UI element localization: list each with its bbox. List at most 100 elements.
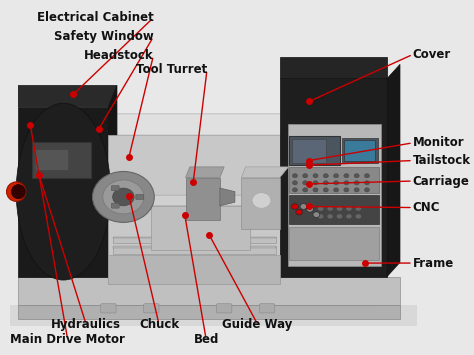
Polygon shape xyxy=(151,195,258,206)
Polygon shape xyxy=(109,86,117,277)
Polygon shape xyxy=(113,236,275,243)
Polygon shape xyxy=(18,86,117,107)
Text: Tool Turret: Tool Turret xyxy=(136,63,207,76)
Text: Cover: Cover xyxy=(413,48,451,61)
Circle shape xyxy=(323,174,328,178)
Circle shape xyxy=(113,188,134,206)
Circle shape xyxy=(292,188,298,192)
Circle shape xyxy=(313,212,320,218)
Circle shape xyxy=(344,181,349,185)
Circle shape xyxy=(354,181,359,185)
Polygon shape xyxy=(289,167,379,193)
Polygon shape xyxy=(289,195,379,224)
Text: Carriage: Carriage xyxy=(413,175,470,187)
Circle shape xyxy=(346,206,352,211)
FancyBboxPatch shape xyxy=(100,304,116,313)
Polygon shape xyxy=(110,190,123,204)
Circle shape xyxy=(334,188,338,192)
Ellipse shape xyxy=(11,185,25,199)
Polygon shape xyxy=(280,78,387,277)
Circle shape xyxy=(292,204,298,209)
Ellipse shape xyxy=(7,182,26,201)
Polygon shape xyxy=(220,188,235,206)
Circle shape xyxy=(313,174,318,178)
Circle shape xyxy=(292,174,298,178)
Circle shape xyxy=(356,214,361,219)
Polygon shape xyxy=(109,135,280,284)
Circle shape xyxy=(302,181,308,185)
Polygon shape xyxy=(35,149,68,170)
Circle shape xyxy=(252,193,271,208)
FancyBboxPatch shape xyxy=(144,304,159,313)
Ellipse shape xyxy=(16,103,110,280)
Polygon shape xyxy=(27,114,387,135)
Polygon shape xyxy=(113,236,275,238)
Circle shape xyxy=(292,181,298,185)
Circle shape xyxy=(344,174,349,178)
Circle shape xyxy=(318,206,324,211)
Circle shape xyxy=(327,206,333,211)
Circle shape xyxy=(318,214,324,219)
Polygon shape xyxy=(344,140,375,160)
Polygon shape xyxy=(113,246,275,247)
Circle shape xyxy=(365,174,370,178)
FancyBboxPatch shape xyxy=(136,195,144,200)
Polygon shape xyxy=(18,107,109,277)
Polygon shape xyxy=(289,125,381,266)
Circle shape xyxy=(307,207,313,212)
Circle shape xyxy=(346,214,352,219)
Circle shape xyxy=(344,188,349,192)
Text: Hydraulics: Hydraulics xyxy=(51,318,121,331)
Polygon shape xyxy=(18,277,400,305)
Polygon shape xyxy=(342,138,378,163)
Circle shape xyxy=(327,214,333,219)
Text: Safety Window: Safety Window xyxy=(54,30,154,43)
Text: Frame: Frame xyxy=(413,257,454,269)
Circle shape xyxy=(103,180,144,214)
Polygon shape xyxy=(387,64,400,277)
Polygon shape xyxy=(113,246,275,253)
FancyBboxPatch shape xyxy=(111,186,119,191)
Polygon shape xyxy=(18,305,400,319)
Circle shape xyxy=(313,181,318,185)
Circle shape xyxy=(354,188,359,192)
Polygon shape xyxy=(241,178,280,229)
Circle shape xyxy=(302,188,308,192)
Polygon shape xyxy=(289,136,340,165)
FancyBboxPatch shape xyxy=(259,304,275,313)
Polygon shape xyxy=(109,255,280,284)
Circle shape xyxy=(356,206,361,211)
Text: Chuck: Chuck xyxy=(139,318,179,331)
Polygon shape xyxy=(27,135,374,305)
Circle shape xyxy=(302,174,308,178)
Circle shape xyxy=(334,174,338,178)
Polygon shape xyxy=(10,305,417,326)
Text: Tailstock: Tailstock xyxy=(413,154,471,167)
FancyBboxPatch shape xyxy=(111,203,119,208)
Circle shape xyxy=(323,181,328,185)
Text: Bed: Bed xyxy=(193,333,219,346)
Text: Electrical Cabinet: Electrical Cabinet xyxy=(36,11,154,24)
Circle shape xyxy=(296,209,302,215)
Circle shape xyxy=(92,171,154,223)
Text: Guide Way: Guide Way xyxy=(222,318,293,331)
Polygon shape xyxy=(186,178,220,220)
Text: Main Drive Motor: Main Drive Motor xyxy=(10,333,125,346)
Text: Monitor: Monitor xyxy=(413,136,465,149)
Polygon shape xyxy=(280,57,387,78)
Circle shape xyxy=(354,174,359,178)
Polygon shape xyxy=(241,167,289,178)
Circle shape xyxy=(334,181,338,185)
Polygon shape xyxy=(151,206,250,250)
Polygon shape xyxy=(289,227,379,260)
FancyBboxPatch shape xyxy=(217,304,232,313)
Circle shape xyxy=(337,214,343,219)
Polygon shape xyxy=(32,142,91,178)
Polygon shape xyxy=(186,167,224,178)
Circle shape xyxy=(300,204,307,209)
Text: CNC: CNC xyxy=(413,201,440,214)
Circle shape xyxy=(313,188,318,192)
Circle shape xyxy=(337,206,343,211)
Circle shape xyxy=(365,188,370,192)
Text: Headstock: Headstock xyxy=(84,49,154,62)
